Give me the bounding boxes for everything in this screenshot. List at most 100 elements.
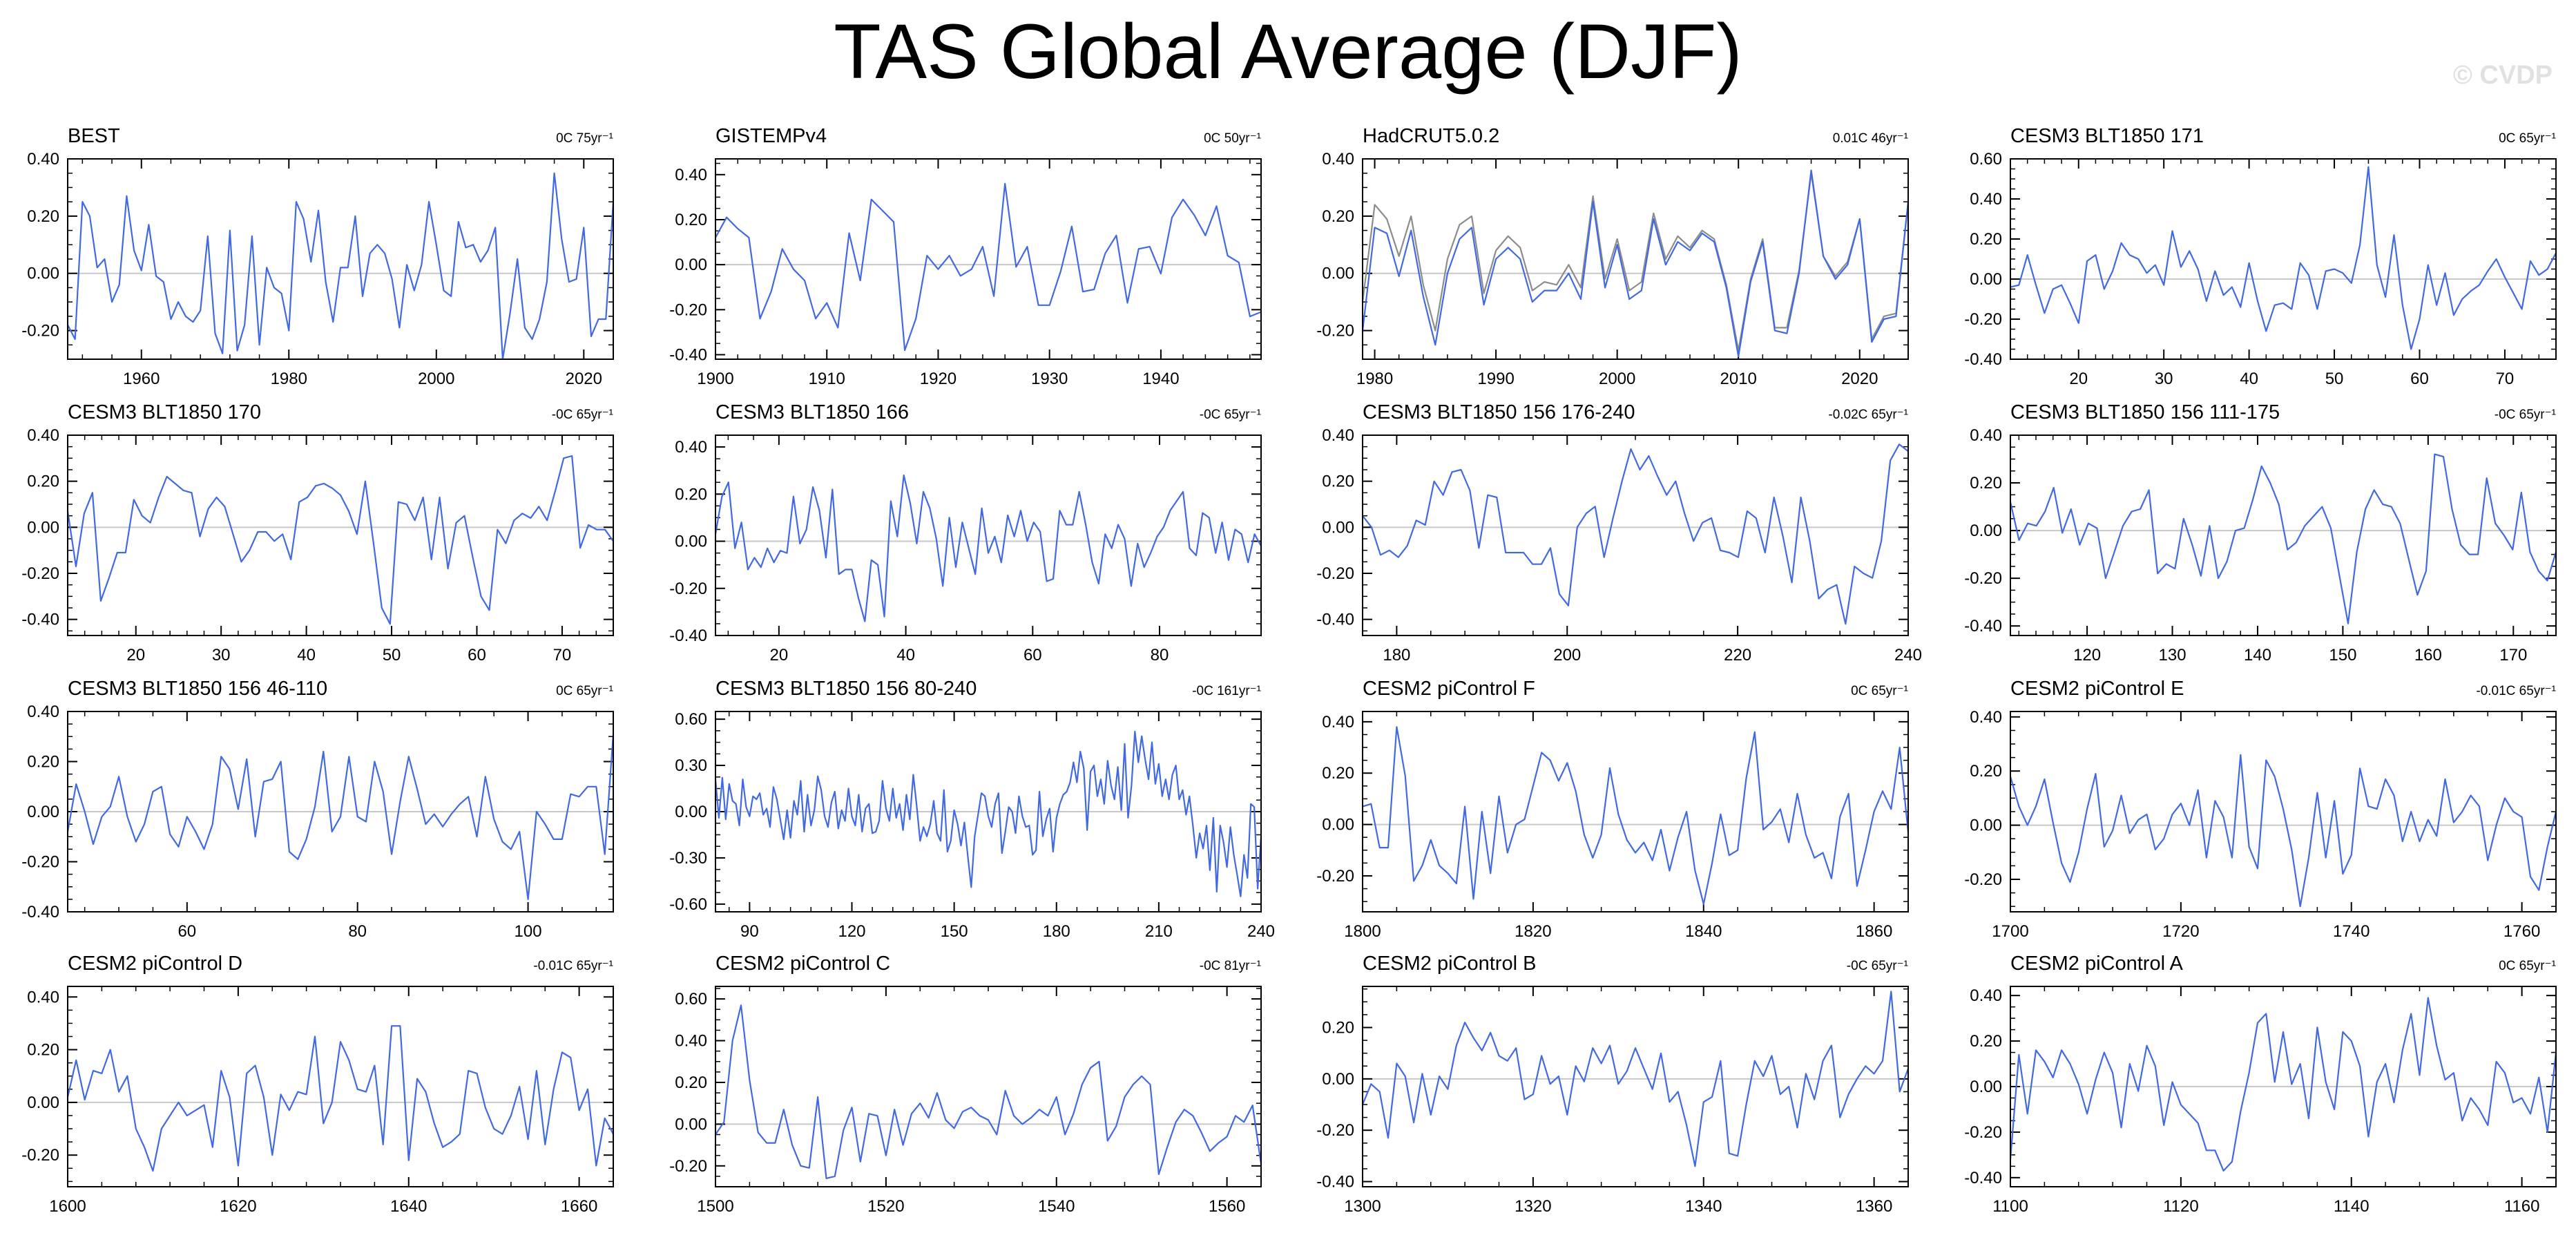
chart-title: GISTEMPv4 — [715, 125, 827, 147]
y-tick-label: -0.40 — [669, 627, 707, 645]
x-tick-label: 1660 — [561, 1197, 597, 1216]
series-line — [67, 172, 615, 361]
x-tick-label: 1360 — [1856, 1197, 1892, 1216]
x-tick-label: 1500 — [697, 1197, 733, 1216]
trend-label: -0C 65yr⁻¹ — [1200, 408, 1261, 422]
series-line — [1362, 443, 1909, 625]
x-tick-label: 120 — [2073, 646, 2101, 665]
y-tick-label: -0.20 — [669, 1157, 707, 1176]
y-tick-label: 0.00 — [27, 518, 59, 537]
x-tick-label: 30 — [2155, 370, 2173, 388]
chart-title: CESM3 BLT1850 156 46-110 — [68, 678, 327, 700]
plot-frame — [67, 711, 614, 913]
trend-label: -0.01C 65yr⁻¹ — [533, 959, 613, 973]
x-tick-label: 30 — [212, 646, 231, 665]
y-tick-label: -0.20 — [1316, 867, 1354, 886]
y-tick-label: 0.00 — [675, 256, 707, 274]
chart-title: CESM3 BLT1850 156 111-175 — [2010, 401, 2280, 423]
x-tick-label: 220 — [1724, 646, 1751, 665]
plot-frame — [1362, 986, 1909, 1187]
plot-frame — [2010, 158, 2557, 360]
trend-label: -0C 65yr⁻¹ — [2495, 408, 2556, 422]
x-tick-label: 1540 — [1038, 1197, 1075, 1216]
chart-panel: CESM2 piControl F 0C 65yr⁻¹ -0.20 0.00 0.20 0… — [1316, 678, 1910, 941]
x-tick-label: 1140 — [2334, 1197, 2370, 1216]
plot-frame — [1362, 711, 1909, 913]
chart-title: CESM2 piControl A — [2010, 953, 2183, 975]
y-tick-label: -0.40 — [1316, 1173, 1354, 1192]
x-tick-label: 1720 — [2162, 922, 2199, 941]
y-tick-label: -0.40 — [21, 903, 59, 921]
series-line — [66, 734, 615, 901]
plot-frame — [2010, 711, 2557, 913]
y-tick-label: 0.00 — [1970, 270, 2002, 289]
x-tick-label: 1620 — [220, 1197, 256, 1216]
y-tick-label: -0.20 — [1316, 322, 1354, 341]
plot-frame — [67, 986, 614, 1187]
y-tick-label: 0.20 — [1322, 207, 1354, 226]
x-tick-label: 2020 — [566, 370, 602, 388]
y-tick-label: -0.20 — [1316, 1121, 1354, 1140]
x-tick-label: 180 — [1383, 646, 1410, 665]
x-tick-label: 60 — [468, 646, 486, 665]
y-tick-label: -0.40 — [669, 345, 707, 364]
trend-label: -0C 81yr⁻¹ — [1200, 959, 1261, 973]
x-tick-label: 150 — [2329, 646, 2356, 665]
y-tick-label: -0.60 — [669, 895, 707, 914]
chart-panel: GISTEMPv4 0C 50yr⁻¹ -0.40 -0.20 0.00 0.20 0.40… — [669, 125, 1262, 388]
y-tick-label: 0.40 — [27, 150, 59, 169]
y-tick-label: 0.00 — [1322, 265, 1354, 283]
x-tick-label: 2000 — [1599, 370, 1635, 388]
trend-label: 0C 65yr⁻¹ — [556, 684, 613, 698]
y-tick-label: 0.40 — [675, 166, 707, 184]
y-tick-label: 0.00 — [1322, 518, 1354, 537]
y-tick-label: 0.00 — [27, 803, 59, 821]
y-tick-label: 0.20 — [675, 1073, 707, 1092]
x-tick-label: 2010 — [1720, 370, 1757, 388]
x-tick-label: 70 — [2496, 370, 2515, 388]
series-line — [715, 1004, 1262, 1180]
y-tick-label: 0.60 — [675, 710, 707, 729]
x-tick-label: 1800 — [1344, 922, 1381, 941]
x-tick-label: 2000 — [418, 370, 454, 388]
chart-title: CESM2 piControl E — [2010, 678, 2184, 700]
plot-frame — [715, 434, 1262, 636]
y-tick-label: 0.00 — [1322, 1070, 1354, 1089]
chart-title: CESM2 piControl F — [1363, 678, 1535, 700]
x-tick-label: 40 — [2240, 370, 2258, 388]
y-tick-label: 0.40 — [27, 703, 59, 721]
x-tick-label: 1980 — [271, 370, 307, 388]
x-tick-label: 2020 — [1841, 370, 1878, 388]
trend-label: -0C 65yr⁻¹ — [552, 408, 613, 422]
x-tick-label: 60 — [2410, 370, 2429, 388]
x-tick-label: 210 — [1145, 922, 1173, 941]
y-tick-label: 0.20 — [27, 753, 59, 772]
plot-frame — [715, 711, 1262, 913]
y-tick-label: 0.40 — [27, 988, 59, 1006]
chart-title: CESM3 BLT1850 170 — [68, 401, 261, 423]
chart-title: CESM3 BLT1850 166 — [715, 401, 909, 423]
chart-panel: CESM3 BLT1850 156 80-240 -0C 161yr⁻¹ -0.60… — [669, 678, 1275, 941]
trend-label: 0C 65yr⁻¹ — [2499, 131, 2556, 146]
plot-frame — [67, 434, 614, 636]
y-tick-label: -0.40 — [1964, 1169, 2002, 1187]
chart-panel: HadCRUT5.0.2 0.01C 46yr⁻¹ -0.20 0.00 0.20 0.4… — [1316, 125, 1910, 388]
y-tick-label: 0.00 — [675, 533, 707, 551]
chart-panel: CESM3 BLT1850 156 111-175 -0C 65yr⁻¹ -0.40… — [1964, 401, 2557, 665]
y-tick-label: -0.20 — [669, 300, 707, 319]
y-tick-label: -0.20 — [21, 322, 59, 341]
x-tick-label: 200 — [1553, 646, 1581, 665]
x-tick-label: 50 — [383, 646, 401, 665]
x-tick-label: 40 — [896, 646, 915, 665]
y-tick-label: 0.40 — [1970, 708, 2002, 727]
y-tick-label: 0.40 — [1970, 190, 2002, 209]
x-tick-label: 20 — [2069, 370, 2088, 388]
trend-label: 0C 65yr⁻¹ — [1851, 684, 1908, 698]
x-tick-label: 1640 — [390, 1197, 427, 1216]
y-tick-label: -0.40 — [21, 611, 59, 629]
y-tick-label: 0.20 — [675, 211, 707, 229]
trend-label: 0C 50yr⁻¹ — [1204, 131, 1261, 146]
y-tick-label: 0.20 — [675, 485, 707, 504]
y-tick-label: -0.20 — [21, 1146, 59, 1165]
